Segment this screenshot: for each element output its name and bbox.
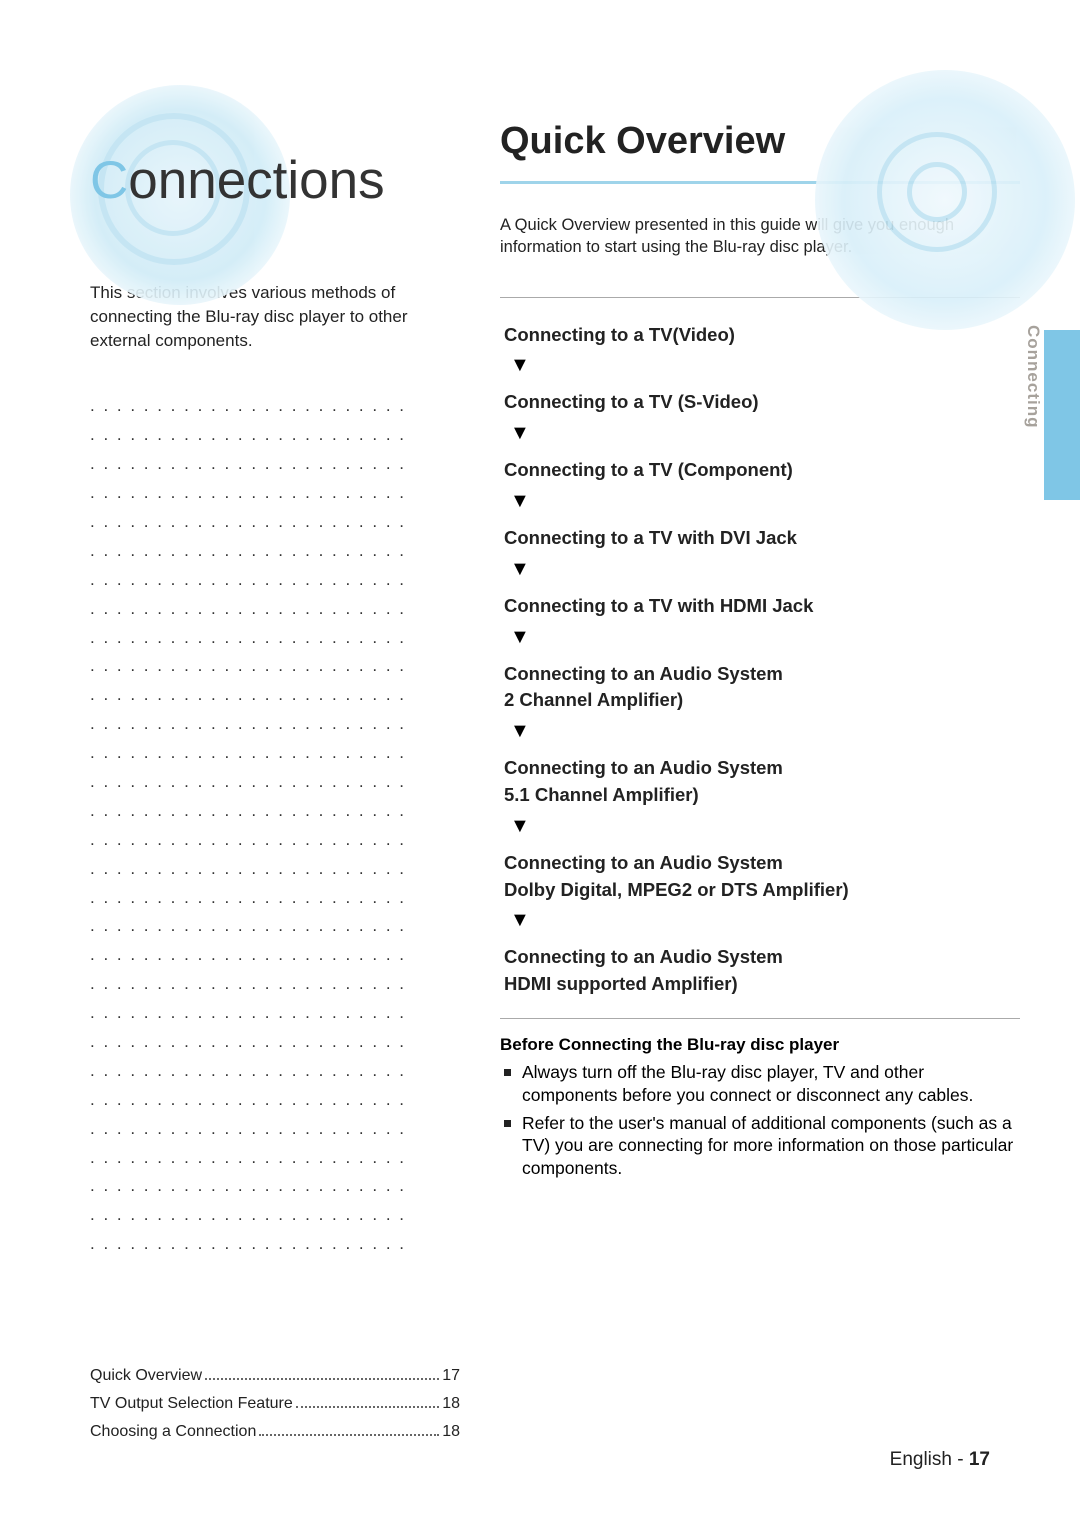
toc-page: 18 [442, 1423, 460, 1441]
flow-item: Connecting to an Audio System 5.1 Channe… [504, 755, 1020, 809]
flow-arrow-icon: ▼ [510, 490, 1020, 513]
side-tab-label: Connecting [1023, 325, 1043, 429]
flow-arrow-icon: ▼ [510, 909, 1020, 932]
chapter-title-first-letter: C [90, 151, 128, 210]
bullet-item: Refer to the user's manual of additional… [502, 1112, 1020, 1180]
flow-arrow-icon: ▼ [510, 720, 1020, 743]
right-column: Quick Overview A Quick Overview presente… [500, 110, 1020, 1486]
flow-item: Connecting to an Audio System 2 Channel … [504, 661, 1020, 715]
chapter-title: Connections [90, 150, 460, 211]
bullet-item: Always turn off the Blu-ray disc player,… [502, 1061, 1020, 1107]
before-bullets: Always turn off the Blu-ray disc player,… [500, 1061, 1020, 1180]
toc-dots [205, 1367, 439, 1380]
toc: Quick Overview 17 TV Output Selection Fe… [90, 1357, 460, 1451]
toc-label: TV Output Selection Feature [90, 1395, 293, 1413]
dots-filler: . . . . . . . . . . . . . . . . . . . . … [90, 392, 460, 1357]
flow-arrow-icon: ▼ [510, 626, 1020, 649]
chapter-title-rest: onnections [128, 151, 384, 210]
toc-page: 17 [442, 1367, 460, 1385]
toc-page: 18 [442, 1395, 460, 1413]
toc-label: Choosing a Connection [90, 1423, 256, 1441]
flow-item: Connecting to a TV (S-Video) [504, 389, 1020, 416]
footer-page-number: 17 [969, 1449, 990, 1470]
flow-arrow-icon: ▼ [510, 354, 1020, 377]
toc-label: Quick Overview [90, 1367, 202, 1385]
toc-row: TV Output Selection Feature 18 [90, 1395, 460, 1413]
flow-arrow-icon: ▼ [510, 422, 1020, 445]
page-container: Connections This section involves variou… [0, 0, 1080, 1526]
flow-item: Connecting to a TV with DVI Jack [504, 525, 1020, 552]
page-footer: English - 17 [890, 1449, 990, 1471]
toc-dots [296, 1395, 439, 1408]
flow-arrow-icon: ▼ [510, 815, 1020, 838]
footer-language: English [890, 1449, 952, 1470]
flow-item: Connecting to a TV (Component) [504, 457, 1020, 484]
toc-dots [259, 1423, 439, 1436]
flow-item: Connecting to an Audio System Dolby Digi… [504, 850, 1020, 904]
disc-decoration-right [815, 70, 1075, 330]
before-heading: Before Connecting the Blu-ray disc playe… [500, 1035, 1020, 1055]
flow-item: Connecting to a TV with HDMI Jack [504, 593, 1020, 620]
flow-item: Connecting to an Audio System HDMI suppo… [504, 944, 1020, 998]
footer-sep: - [952, 1449, 969, 1470]
flow-arrow-icon: ▼ [510, 558, 1020, 581]
left-column: Connections This section involves variou… [90, 110, 460, 1486]
flow-list: Connecting to a TV(Video)▼Connecting to … [500, 297, 1020, 1020]
section-title: Quick Overview [500, 120, 1020, 163]
side-tab-bar [1044, 330, 1080, 500]
toc-row: Quick Overview 17 [90, 1367, 460, 1385]
toc-row: Choosing a Connection 18 [90, 1423, 460, 1441]
